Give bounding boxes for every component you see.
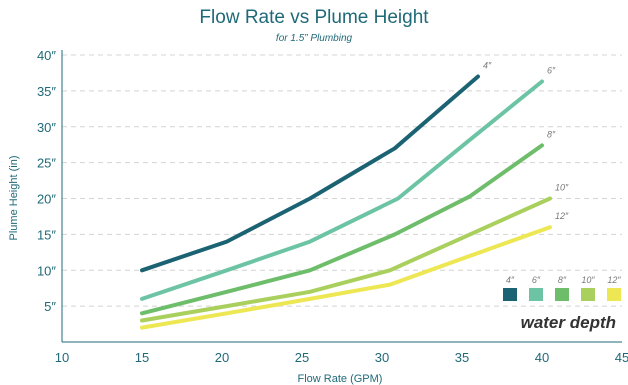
x-tick-label: 30 <box>375 350 389 365</box>
y-tick-label: 20″ <box>37 192 56 207</box>
legend-label: 4″ <box>506 275 515 285</box>
legend-label: 10″ <box>581 275 595 285</box>
x-tick-label: 35 <box>455 350 469 365</box>
y-tick-label: 5″ <box>44 299 56 314</box>
chart-subtitle: for 1.5” Plumbing <box>275 33 353 44</box>
x-tick-label: 15 <box>135 350 149 365</box>
y-axis-label: Plume Height (in) <box>8 156 20 241</box>
y-tick-label: 35″ <box>37 84 56 99</box>
chart-title: Flow Rate vs Plume Height <box>199 7 429 28</box>
axes: 5″ 10″ 15″ 20″ 25″ 30″ 35″ 40″ 10 15 20 25 30 35 40 45 <box>37 48 628 365</box>
legend-swatch <box>607 288 621 301</box>
series-line <box>140 143 544 316</box>
legend-label: 12″ <box>607 275 621 285</box>
series-lines: 4″ 6″ 8″ 10″ 12″ <box>140 61 569 330</box>
y-tick-label: 40″ <box>37 48 56 63</box>
x-tick-label: 40 <box>535 350 549 365</box>
y-tick-label: 15″ <box>37 227 56 242</box>
series-end-label: 6″ <box>547 66 556 76</box>
series-line <box>140 225 552 330</box>
series-end-label: 10″ <box>555 183 569 193</box>
legend-swatch <box>581 288 595 301</box>
legend-swatch <box>529 288 543 301</box>
legend-label: 6″ <box>532 275 541 285</box>
series-end-label: 8″ <box>547 129 556 139</box>
y-tick-label: 30″ <box>37 120 56 135</box>
x-tick-label: 10 <box>55 350 69 365</box>
series-line <box>140 74 480 273</box>
legend-title: water depth <box>521 313 616 332</box>
legend-swatch <box>555 288 569 301</box>
series-line <box>140 79 544 301</box>
legend-label: 8″ <box>558 275 567 285</box>
x-tick-label: 25 <box>295 350 309 365</box>
y-tick-label: 10″ <box>37 263 56 278</box>
y-tick-label: 25″ <box>37 156 56 171</box>
legend-swatch <box>503 288 517 301</box>
x-tick-label: 45 <box>615 350 628 365</box>
legend: 4″ 6″ 8″ 10″ 12″ water depth <box>503 275 621 332</box>
x-axis-label: Flow Rate (GPM) <box>298 373 383 385</box>
x-tick-label: 20 <box>215 350 229 365</box>
gridlines <box>62 54 622 307</box>
series-end-label: 12″ <box>555 211 569 221</box>
series-line <box>140 196 552 323</box>
series-end-label: 4″ <box>483 61 492 71</box>
